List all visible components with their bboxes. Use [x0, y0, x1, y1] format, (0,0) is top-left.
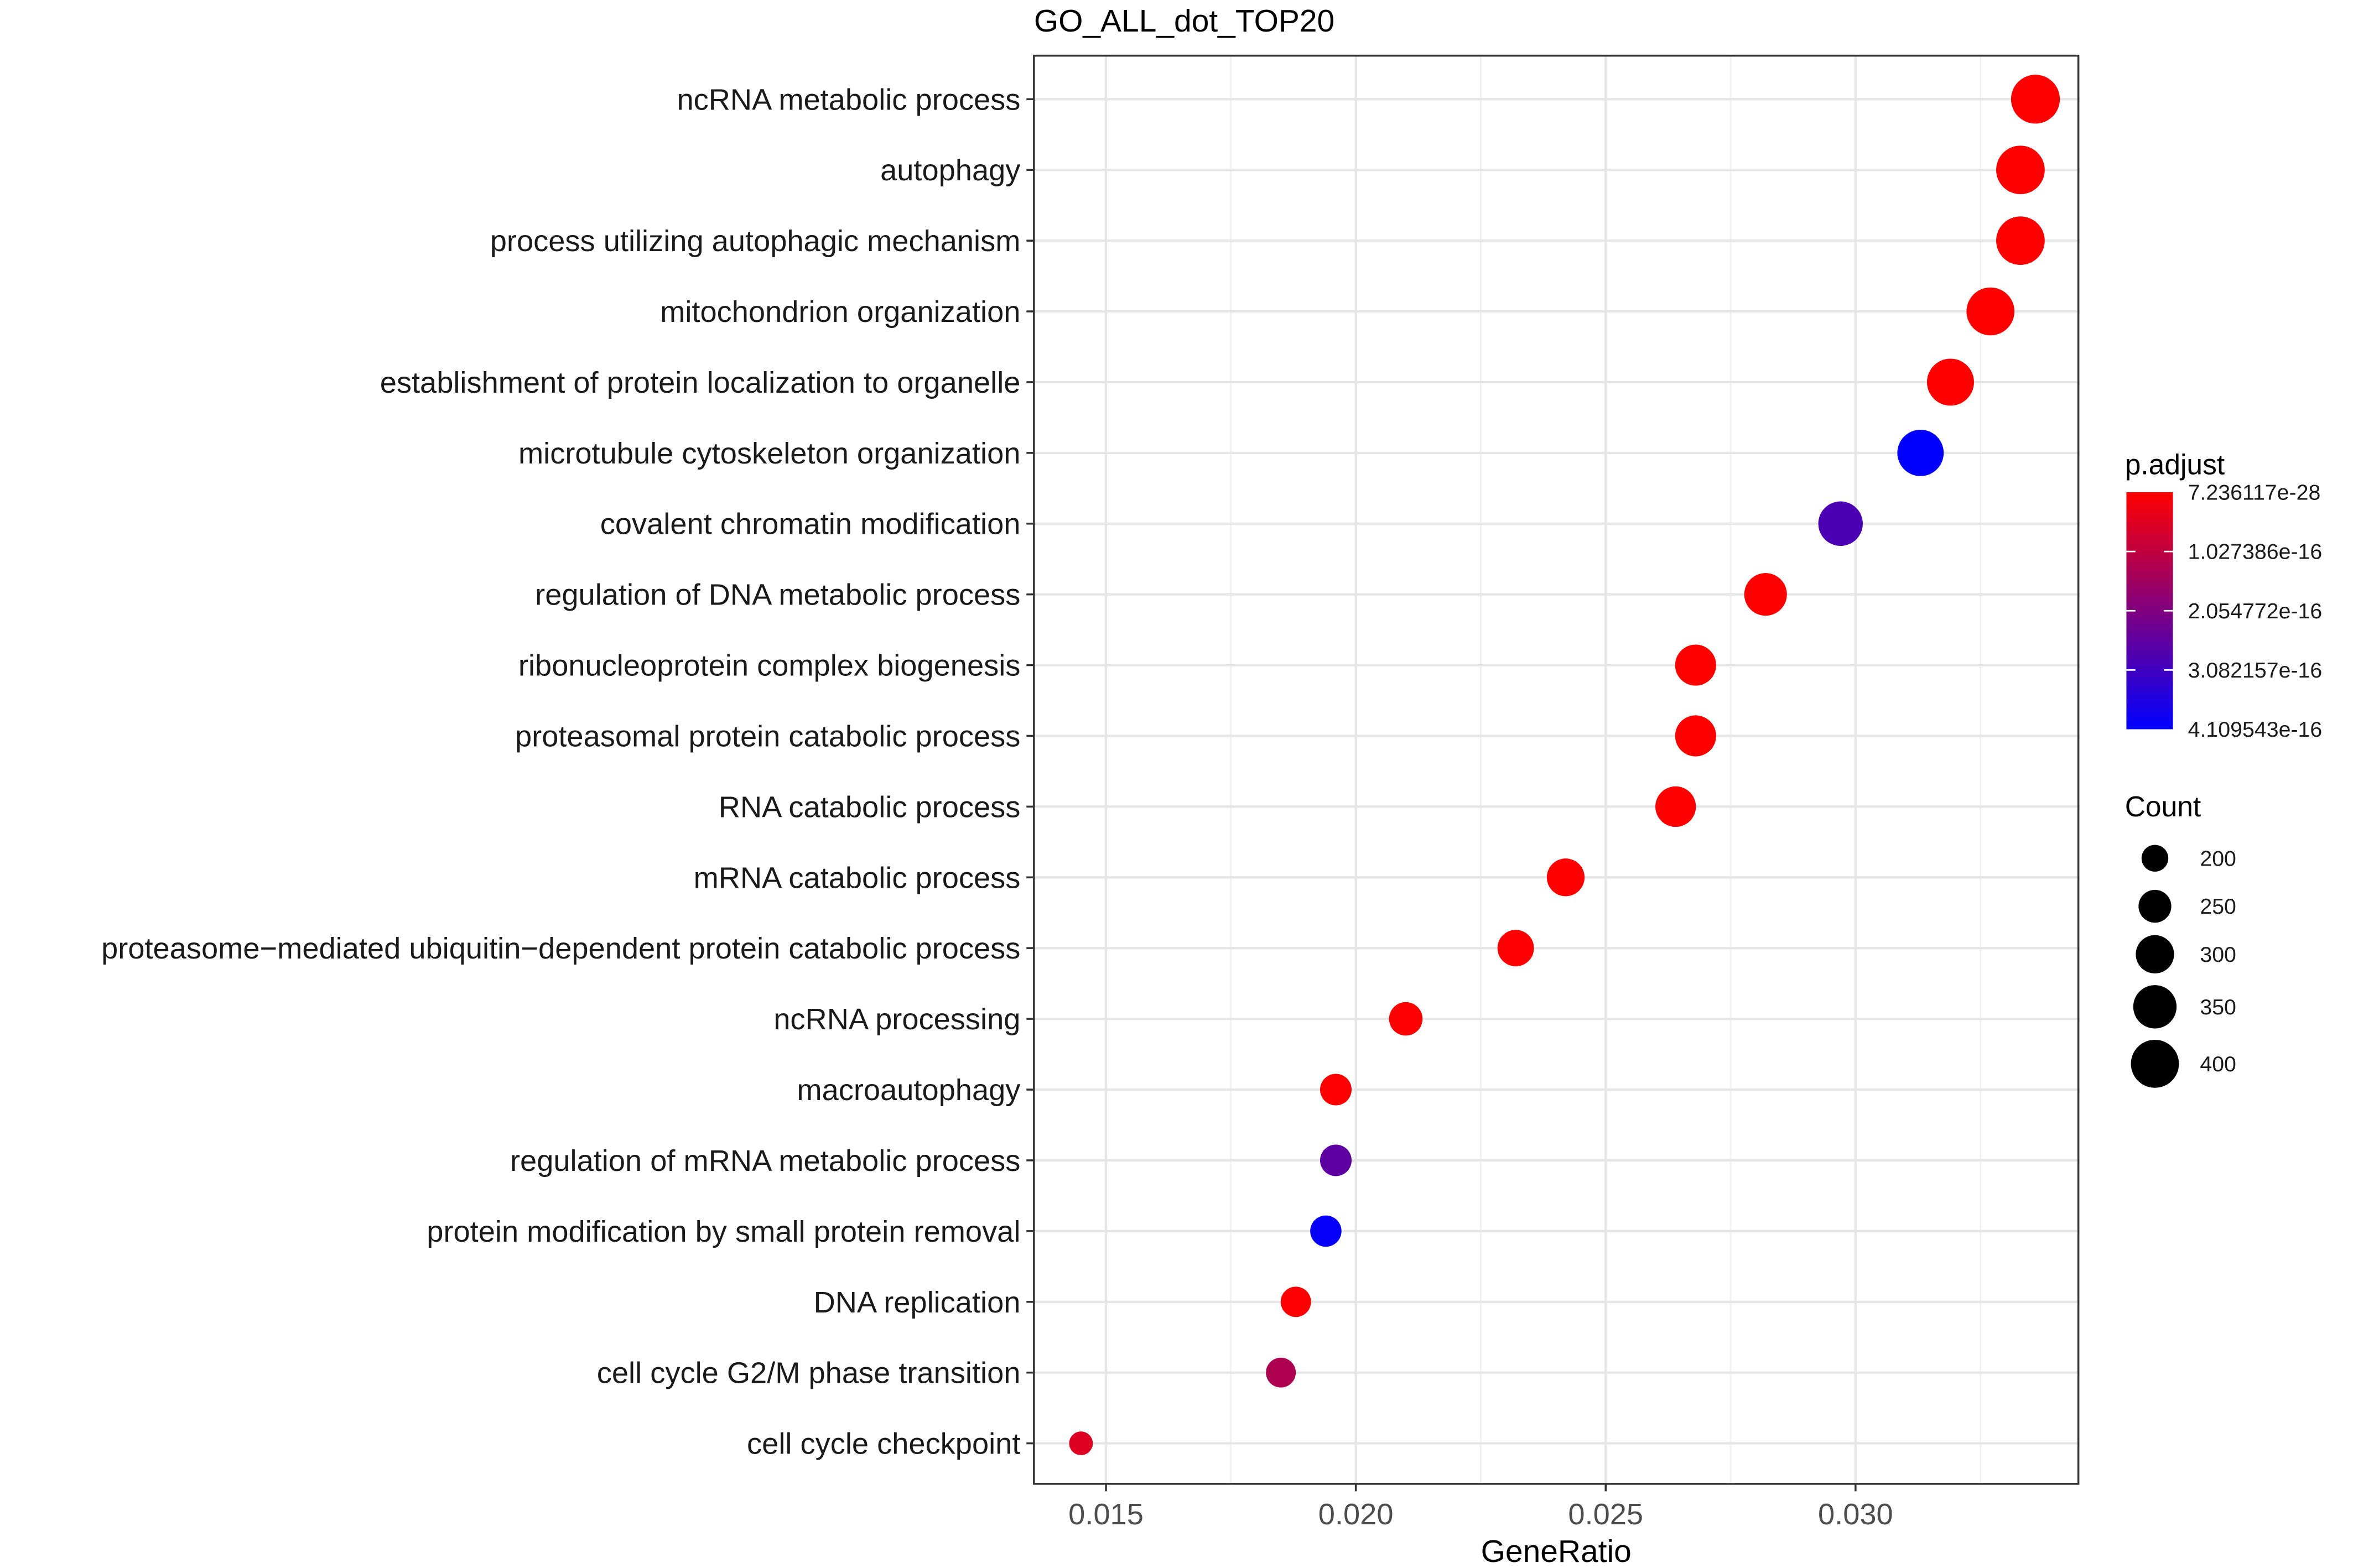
y-tick-label: regulation of mRNA metabolic process	[510, 1144, 1020, 1178]
data-point	[1389, 1002, 1423, 1036]
color-legend-label: 7.236117e-28	[2188, 481, 2321, 505]
size-legend-title: Count	[2125, 790, 2201, 822]
size-legend-label: 200	[2200, 846, 2236, 871]
y-tick-label: ncRNA metabolic process	[677, 83, 1020, 116]
data-point	[1996, 145, 2045, 195]
data-point	[1310, 1215, 1342, 1247]
size-legend-label: 250	[2200, 894, 2236, 919]
x-tick-label: 0.025	[1568, 1498, 1643, 1531]
data-point	[1266, 1357, 1296, 1388]
y-tick-label: ribonucleoprotein complex biogenesis	[518, 649, 1020, 683]
size-legend-label: 400	[2200, 1052, 2236, 1076]
y-tick-label: microtubule cytoskeleton organization	[518, 437, 1020, 470]
y-tick-label: RNA catabolic process	[719, 790, 1021, 824]
size-legend-dot	[2141, 845, 2169, 872]
y-tick-label: protein modification by small protein re…	[427, 1215, 1020, 1248]
size-legend-dot	[2133, 985, 2177, 1029]
data-point	[1675, 644, 1716, 686]
data-point	[1546, 858, 1585, 897]
data-point	[1497, 930, 1534, 967]
size-legend-dot	[2131, 1039, 2179, 1088]
size-legend-dot	[2138, 889, 2172, 923]
y-tick-label: cell cycle checkpoint	[747, 1428, 1020, 1461]
y-tick-label: process utilizing autophagic mechanism	[490, 225, 1021, 258]
data-point	[1320, 1144, 1352, 1176]
data-point	[1897, 429, 1944, 476]
data-point	[1675, 715, 1716, 757]
data-point	[2011, 75, 2060, 124]
y-tick-label: proteasomal protein catabolic process	[515, 720, 1020, 753]
color-legend-label: 3.082157e-16	[2188, 658, 2323, 683]
y-tick-label: proteasome−mediated ubiquitin−dependent …	[101, 932, 1020, 965]
size-legend-label: 300	[2200, 942, 2236, 967]
color-legend-label: 2.054772e-16	[2188, 599, 2323, 623]
data-point	[1280, 1286, 1311, 1317]
panel-border	[1033, 54, 2080, 1485]
size-legend-label: 350	[2200, 995, 2236, 1019]
color-legend-title: p.adjust	[2125, 448, 2225, 480]
data-point	[1744, 573, 1787, 616]
y-tick-label: macroautophagy	[797, 1074, 1021, 1107]
data-point	[1926, 358, 1974, 406]
color-legend-label: 4.109543e-16	[2188, 717, 2323, 742]
data-point	[1966, 287, 2015, 336]
y-tick-label: autophagy	[880, 154, 1021, 187]
y-tick-label: mitochondrion organization	[660, 295, 1020, 329]
x-tick-label: 0.015	[1068, 1498, 1144, 1531]
data-point	[1818, 501, 1863, 546]
data-point	[1320, 1074, 1352, 1106]
y-tick-label: regulation of DNA metabolic process	[535, 579, 1020, 612]
y-tick-label: establishment of protein localization to…	[380, 366, 1021, 399]
y-tick-label: ncRNA processing	[773, 1003, 1020, 1036]
data-point	[1996, 216, 2045, 265]
x-tick-label: 0.020	[1318, 1498, 1394, 1531]
y-tick-label: DNA replication	[814, 1286, 1021, 1319]
y-tick-label: mRNA catabolic process	[694, 861, 1021, 894]
data-point	[1655, 786, 1696, 827]
data-point	[1069, 1431, 1093, 1456]
chart-title: GO_ALL_dot_TOP20	[1034, 3, 1334, 39]
y-tick-label: cell cycle G2/M phase transition	[597, 1357, 1021, 1390]
x-axis-title: GeneRatio	[1481, 1534, 1632, 1568]
y-tick-label: covalent chromatin modification	[600, 508, 1021, 541]
color-legend-label: 1.027386e-16	[2188, 540, 2323, 564]
size-legend-dot	[2136, 935, 2174, 973]
x-tick-label: 0.030	[1818, 1498, 1893, 1531]
